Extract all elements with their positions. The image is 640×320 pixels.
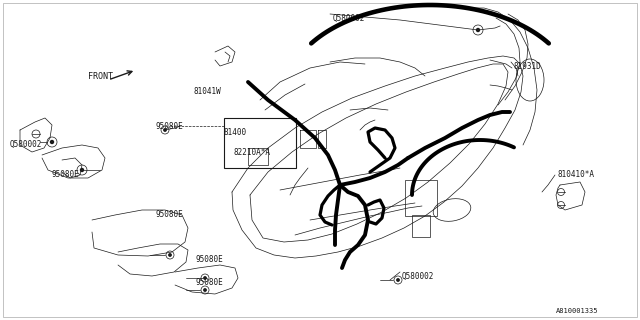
Circle shape	[51, 140, 54, 143]
Circle shape	[397, 279, 399, 281]
Circle shape	[164, 129, 166, 131]
Text: FRONT: FRONT	[88, 72, 113, 81]
Text: Q580002: Q580002	[333, 14, 365, 23]
Text: A810001335: A810001335	[556, 308, 598, 314]
Text: 81931D: 81931D	[513, 62, 541, 71]
Text: 95080E: 95080E	[156, 210, 184, 219]
Circle shape	[81, 169, 83, 172]
Circle shape	[204, 289, 206, 291]
Circle shape	[169, 254, 172, 256]
Text: Q580002: Q580002	[10, 140, 42, 149]
Text: 81400: 81400	[224, 128, 247, 137]
Bar	[405, 180, 437, 216]
Text: Q580002: Q580002	[402, 272, 435, 281]
Circle shape	[477, 28, 479, 31]
Text: 95080E: 95080E	[156, 122, 184, 131]
Text: 95080E: 95080E	[52, 170, 80, 179]
Text: 81041W: 81041W	[193, 87, 221, 96]
Text: 95080E: 95080E	[196, 255, 224, 264]
Text: 82210A*A: 82210A*A	[234, 148, 271, 157]
Circle shape	[204, 277, 206, 279]
Text: 95080E: 95080E	[196, 278, 224, 287]
Text: 810410*A: 810410*A	[557, 170, 594, 179]
Bar	[224, 118, 296, 168]
Bar	[412, 215, 430, 237]
